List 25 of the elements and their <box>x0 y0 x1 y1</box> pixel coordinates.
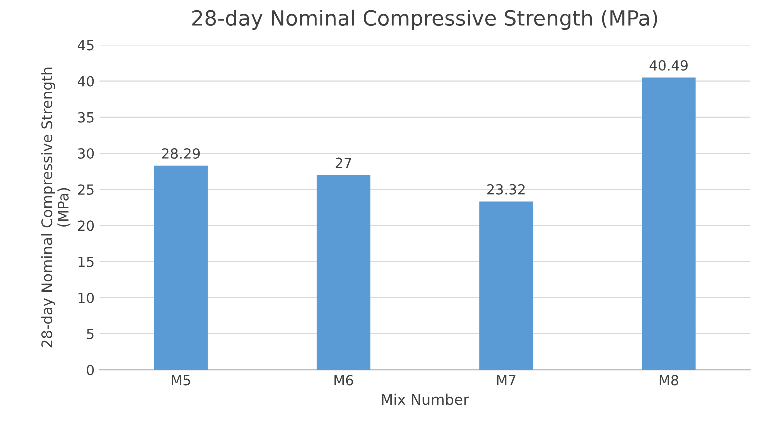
y-axis-title: 28-day Nominal Compressive Strength (MPa) <box>41 68 71 348</box>
bar <box>642 78 696 370</box>
data-label: 40.49 <box>650 60 688 71</box>
x-tick-label: M5 <box>172 375 190 386</box>
bar <box>154 166 208 370</box>
y-tick-label: 20 <box>78 220 94 232</box>
bar <box>480 202 534 370</box>
y-tick-label: 15 <box>78 256 94 268</box>
x-tick-label: M8 <box>660 375 678 386</box>
x-tick-label: M7 <box>497 375 516 386</box>
y-tick-label: 0 <box>87 365 94 376</box>
data-label: 27 <box>336 158 352 168</box>
y-tick-label: 45 <box>78 40 94 51</box>
y-tick-label: 25 <box>78 184 94 196</box>
x-tick-label: M6 <box>334 375 354 386</box>
data-label: 28.29 <box>162 148 200 159</box>
y-tick-label: 10 <box>78 292 94 304</box>
y-tick-label: 5 <box>87 329 94 340</box>
bar <box>316 175 371 370</box>
y-tick-label: 40 <box>78 76 94 87</box>
x-axis-title: Mix Number <box>382 394 470 406</box>
data-label: 23.32 <box>488 184 525 195</box>
chart-title: 28-day Nominal Compressive Strength (MPa) <box>192 10 658 30</box>
y-tick-label: 30 <box>78 148 94 159</box>
y-tick-label: 35 <box>78 112 94 123</box>
